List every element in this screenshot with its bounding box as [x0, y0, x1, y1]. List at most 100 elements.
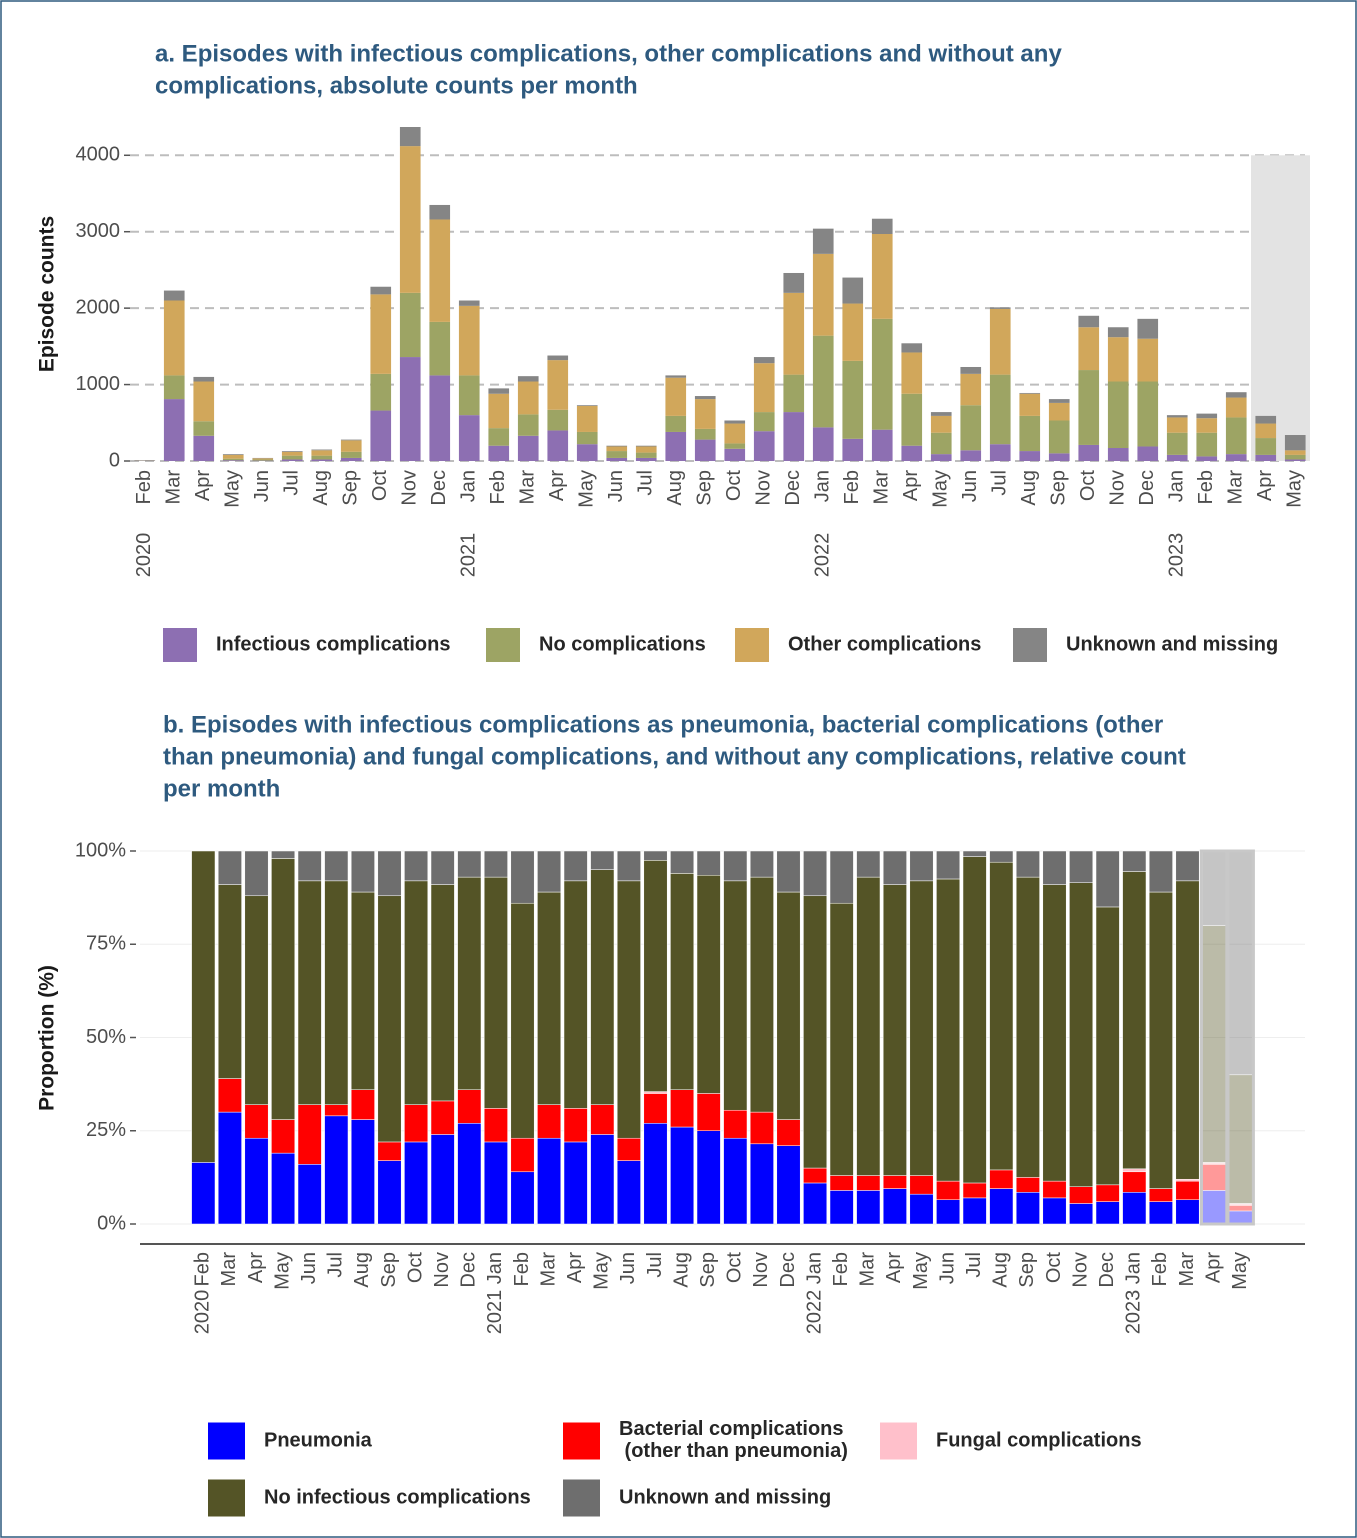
- bar-segment: [510, 1171, 535, 1225]
- bar-segment: [377, 1141, 402, 1161]
- bar-segment: [783, 412, 805, 461]
- bar-segment: [812, 427, 834, 461]
- bar-segment: [643, 1091, 668, 1094]
- bar-segment: [856, 850, 881, 878]
- bar-segment: [1069, 882, 1094, 1187]
- bar-segment: [724, 423, 746, 444]
- x-tick-label: Sep: [378, 1252, 400, 1288]
- x-tick-label: Mar: [857, 1252, 879, 1287]
- bar-segment: [1122, 1171, 1147, 1193]
- bar-segment: [635, 452, 657, 458]
- bar-segment: [457, 876, 482, 1090]
- bar-segment: [696, 874, 721, 1094]
- y-tick-label: 0: [109, 449, 120, 471]
- bar-segment: [281, 451, 303, 456]
- bar-segment: [1015, 850, 1040, 878]
- highlight-band: [1251, 155, 1310, 461]
- bar-segment: [856, 1175, 881, 1191]
- bar-segment: [1122, 850, 1147, 872]
- bar-segment: [812, 253, 834, 336]
- legend-swatch: [735, 628, 769, 662]
- bar-segment: [576, 431, 598, 445]
- bar-segment: [723, 880, 748, 1111]
- x-tick-label: Nov: [399, 470, 421, 506]
- bar-segment: [537, 1137, 562, 1225]
- bar-segment: [724, 448, 746, 461]
- bar-segment: [803, 1167, 828, 1184]
- bar-segment: [723, 1137, 748, 1225]
- x-tick-label: Mar: [871, 470, 893, 505]
- bar-segment: [244, 1104, 269, 1139]
- bar-segment: [803, 1182, 828, 1225]
- bar-segment: [753, 357, 775, 364]
- bar-segment: [930, 412, 952, 416]
- bar-segment: [842, 277, 864, 304]
- x-tick-label: Sep: [697, 1252, 719, 1288]
- x-tick-label: May: [1284, 470, 1306, 508]
- bar-segment: [901, 445, 923, 461]
- x-tick-label: Apr: [1254, 470, 1276, 501]
- x-tick-label: Dec: [777, 1252, 799, 1288]
- x-tick-label: May: [910, 1252, 932, 1290]
- bar-segment: [563, 1141, 588, 1225]
- bar-segment: [457, 1089, 482, 1124]
- x-tick-label: Jun: [617, 1252, 639, 1284]
- highlight-outline: [1226, 849, 1255, 1226]
- bar-segment: [429, 219, 451, 322]
- y-tick-label: 0%: [97, 1212, 126, 1234]
- bar-segment: [1019, 451, 1041, 461]
- x-tick-label: Feb: [487, 470, 509, 504]
- bar-segment: [694, 439, 716, 461]
- bar-segment: [962, 1182, 987, 1199]
- x-tick-label: Jun: [959, 470, 981, 502]
- bar-segment: [962, 856, 987, 1184]
- bar-segment: [222, 454, 244, 455]
- bar-segment: [696, 1130, 721, 1225]
- bar-segment: [1069, 1186, 1094, 1204]
- bar-segment: [547, 360, 569, 410]
- bar-segment: [606, 446, 628, 452]
- x-tick-label: Jul: [325, 1252, 347, 1278]
- bar-segment: [1196, 456, 1218, 461]
- bar-segment: [1225, 454, 1247, 461]
- bar-segment: [723, 1109, 748, 1139]
- bar-segment: [1148, 1201, 1173, 1225]
- x-tick-label: Aug: [990, 1252, 1012, 1288]
- bar-segment: [962, 1197, 987, 1225]
- bar-segment: [191, 850, 216, 1163]
- y-axis-title: Proportion (%): [36, 965, 59, 1111]
- x-tick-label: Mar: [517, 470, 539, 505]
- bar-segment: [517, 414, 539, 436]
- x-tick-label: Feb: [841, 470, 863, 504]
- bar-segment: [1122, 1192, 1147, 1225]
- bar-segment: [222, 458, 244, 461]
- bar-segment: [297, 880, 322, 1105]
- bar-segment: [723, 850, 748, 882]
- bar-segment: [1122, 1168, 1147, 1173]
- bar-segment: [1148, 1188, 1173, 1202]
- bar-segment: [271, 1119, 296, 1154]
- x-tick-label: Aug: [1018, 470, 1040, 506]
- year-label: 2021: [458, 533, 480, 578]
- year-label: 2023: [1123, 1290, 1145, 1335]
- bar-segment: [547, 355, 569, 361]
- legend-label: Fungal complications: [936, 1429, 1142, 1451]
- x-tick-label: Jul: [644, 1252, 666, 1278]
- x-tick-label: Dec: [1136, 470, 1158, 506]
- bar-segment: [776, 1145, 801, 1225]
- bar-segment: [989, 850, 1014, 863]
- legend-label: Infectious complications: [216, 633, 450, 655]
- bar-segment: [1107, 381, 1129, 449]
- bar-segment: [1196, 432, 1218, 457]
- bar-segment: [670, 850, 695, 874]
- bar-segment: [563, 850, 588, 882]
- bar-segment: [311, 450, 333, 456]
- bar-segment: [377, 850, 402, 897]
- bar-segment: [340, 457, 362, 461]
- bar-segment: [297, 850, 322, 882]
- x-tick-label: Apr: [1202, 1252, 1224, 1283]
- bar-segment: [960, 366, 982, 374]
- bar-segment: [1228, 1205, 1253, 1212]
- legend-swatch: [486, 628, 520, 662]
